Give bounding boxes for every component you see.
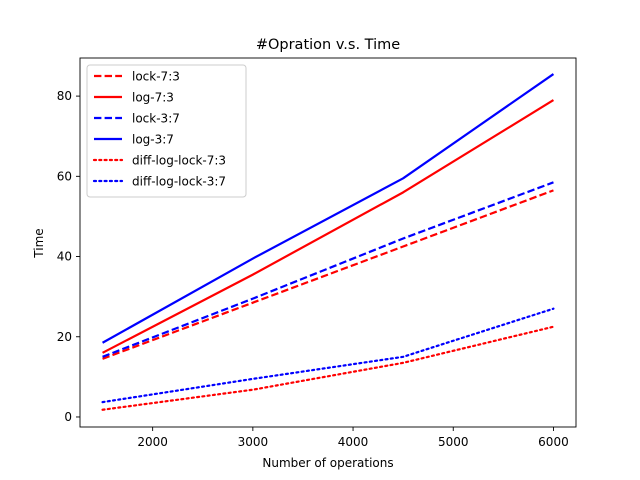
y-tick-label: 60 [57, 169, 72, 183]
legend-label-lock-7:3: lock-7:3 [132, 70, 180, 84]
x-tick-label: 3000 [238, 435, 269, 449]
axes-layer: 2000 3000 4000 5000 6000 0 20 40 60 80 [57, 57, 577, 449]
legend-label-log-3:7: log-3:7 [132, 133, 174, 147]
series-line-diff-log-lock-3:7 [101, 307, 555, 404]
legend-label-diff-log-lock-7:3: diff-log-lock-7:3 [132, 154, 226, 168]
series-line-log-7:3 [102, 99, 555, 354]
y-axis-label: Time [32, 228, 46, 258]
legend: lock-7:3 log-7:3 lock-3:7 log-3:7 diff-log-l… [86, 64, 247, 198]
series-line-log-3:7 [102, 73, 555, 344]
legend-label-diff-log-lock-3:7: diff-log-lock-3:7 [132, 175, 226, 189]
x-tick-label: 4000 [338, 435, 369, 449]
y-tick-label: 80 [57, 89, 72, 103]
legend-label-lock-3:7: lock-3:7 [132, 112, 180, 126]
x-tick-label: 2000 [137, 435, 168, 449]
series-line-diff-log-lock-7:3 [101, 325, 555, 411]
series-layer [101, 73, 555, 411]
y-tick-label: 40 [57, 250, 72, 264]
y-tick-label: 20 [57, 330, 72, 344]
series-line-lock-7:3 [102, 189, 554, 360]
legend-box [86, 64, 247, 198]
x-tick-label: 5000 [438, 435, 469, 449]
chart-title: #Opration v.s. Time [256, 37, 400, 53]
x-tick-label: 6000 [538, 435, 569, 449]
x-axis-label: Number of operations [262, 456, 393, 470]
legend-label-log-7:3: log-7:3 [132, 91, 174, 105]
y-tick-label: 0 [64, 410, 72, 424]
series-line-lock-3:7 [102, 181, 554, 358]
plot-frame [79, 57, 577, 428]
